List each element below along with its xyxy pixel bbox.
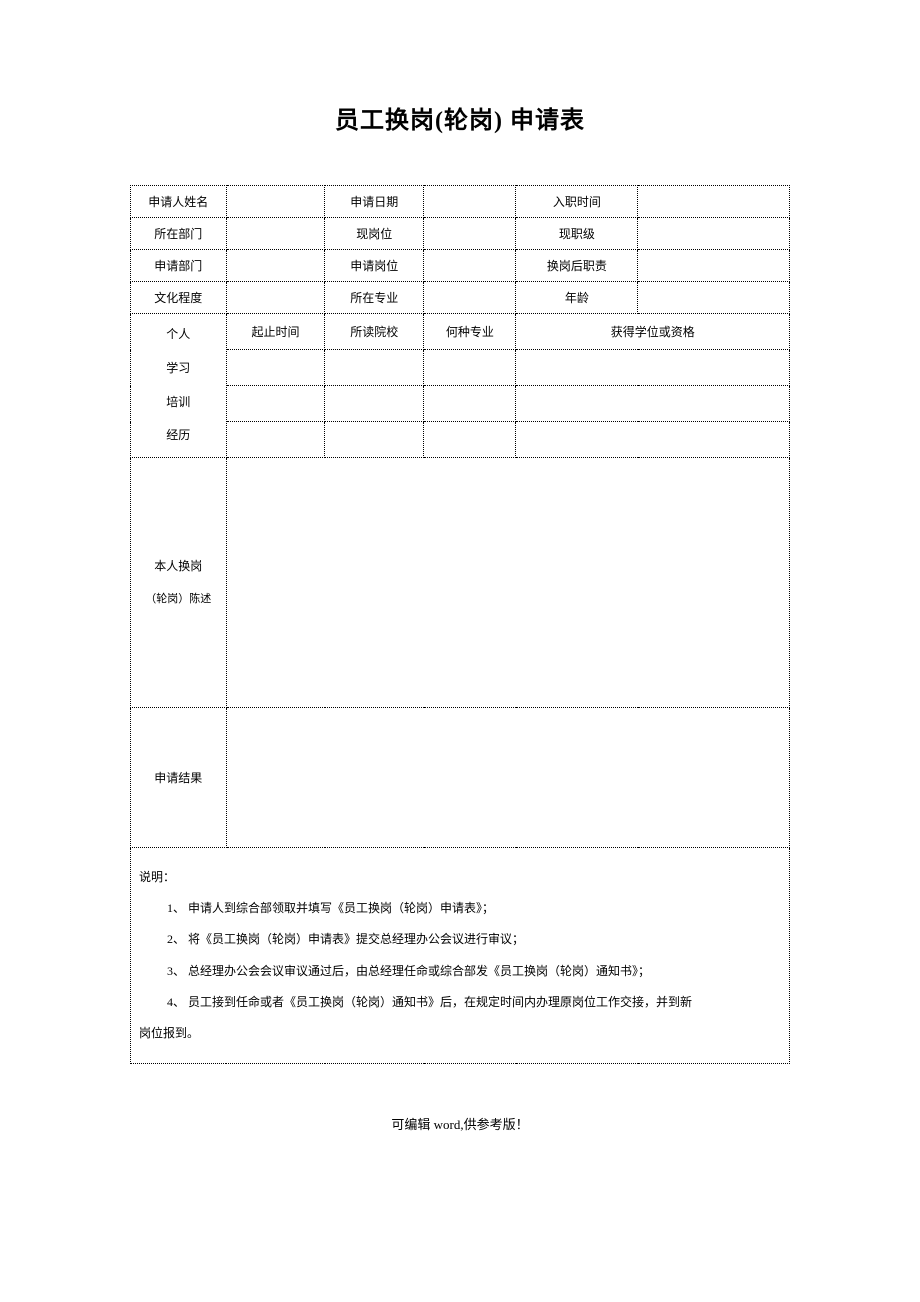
edu-label-1: 个人 (133, 318, 224, 352)
col-period: 起止时间 (226, 314, 325, 350)
label-department: 所在部门 (131, 218, 227, 250)
label-apply-position: 申请岗位 (325, 250, 424, 282)
notes-item-4-cont: 岗位报到。 (135, 1018, 779, 1049)
col-major: 何种专业 (424, 314, 516, 350)
notes-heading: 说明： (135, 862, 779, 893)
col-degree: 获得学位或资格 (516, 314, 790, 350)
notes-item-1: 1、 申请人到综合部领取并填写《员工换岗（轮岗）申请表》； (135, 893, 779, 924)
label-age: 年龄 (516, 282, 638, 314)
edu-cell (325, 422, 424, 458)
edu-cell (226, 350, 325, 386)
value-apply-position (424, 250, 516, 282)
value-education-level (226, 282, 325, 314)
application-form-table: 申请人姓名 申请日期 入职时间 所在部门 现岗位 现职级 申请部门 申请岗位 换… (130, 185, 790, 1064)
label-current-level: 现职级 (516, 218, 638, 250)
label-major: 所在专业 (325, 282, 424, 314)
label-apply-date: 申请日期 (325, 186, 424, 218)
value-department (226, 218, 325, 250)
value-current-level (638, 218, 790, 250)
edu-label-3: 培训 (133, 386, 224, 420)
label-entry-date: 入职时间 (516, 186, 638, 218)
table-row (131, 422, 790, 458)
label-education-level: 文化程度 (131, 282, 227, 314)
table-row: 申请结果 (131, 708, 790, 848)
value-statement (226, 458, 789, 708)
edu-cell (226, 422, 325, 458)
edu-cell (516, 422, 790, 458)
edu-cell (516, 350, 790, 386)
table-row: 本人换岗 （轮岗）陈述 (131, 458, 790, 708)
label-statement: 本人换岗 （轮岗）陈述 (131, 458, 227, 708)
table-row: 文化程度 所在专业 年龄 (131, 282, 790, 314)
label-result: 申请结果 (131, 708, 227, 848)
notes-item-2: 2、 将《员工换岗（轮岗）申请表》提交总经理办公会议进行审议； (135, 924, 779, 955)
value-apply-department (226, 250, 325, 282)
edu-label-4: 经历 (133, 419, 224, 453)
table-row: 所在部门 现岗位 现职级 (131, 218, 790, 250)
footer-text: 可编辑 word,供参考版！ (130, 1114, 790, 1133)
table-row: 申请人姓名 申请日期 入职时间 (131, 186, 790, 218)
edu-cell (516, 386, 790, 422)
notes-item-4: 4、 员工接到任命或者《员工换岗（轮岗）通知书》后，在规定时间内办理原岗位工作交… (135, 987, 779, 1018)
value-result (226, 708, 789, 848)
label-education-history: 个人 学习 培训 经历 (131, 314, 227, 458)
statement-label-1: 本人换岗 (133, 550, 224, 584)
table-row: 说明： 1、 申请人到综合部领取并填写《员工换岗（轮岗）申请表》； 2、 将《员… (131, 848, 790, 1064)
value-entry-date (638, 186, 790, 218)
col-school: 所读院校 (325, 314, 424, 350)
edu-cell (325, 350, 424, 386)
table-row (131, 386, 790, 422)
value-post-change-duty (638, 250, 790, 282)
value-current-position (424, 218, 516, 250)
edu-cell (325, 386, 424, 422)
table-row (131, 350, 790, 386)
document-title: 员工换岗(轮岗) 申请表 (130, 100, 790, 135)
label-current-position: 现岗位 (325, 218, 424, 250)
value-age (638, 282, 790, 314)
table-row: 个人 学习 培训 经历 起止时间 所读院校 何种专业 获得学位或资格 (131, 314, 790, 350)
value-applicant-name (226, 186, 325, 218)
label-applicant-name: 申请人姓名 (131, 186, 227, 218)
notes-section: 说明： 1、 申请人到综合部领取并填写《员工换岗（轮岗）申请表》； 2、 将《员… (131, 848, 790, 1064)
edu-cell (424, 422, 516, 458)
label-post-change-duty: 换岗后职责 (516, 250, 638, 282)
value-major (424, 282, 516, 314)
notes-item-3: 3、 总经理办公会会议审议通过后，由总经理任命或综合部发《员工换岗（轮岗）通知书… (135, 956, 779, 987)
edu-cell (424, 350, 516, 386)
statement-label-2: （轮岗）陈述 (133, 584, 224, 615)
table-row: 申请部门 申请岗位 换岗后职责 (131, 250, 790, 282)
label-apply-department: 申请部门 (131, 250, 227, 282)
edu-cell (226, 386, 325, 422)
edu-label-2: 学习 (133, 352, 224, 386)
value-apply-date (424, 186, 516, 218)
edu-cell (424, 386, 516, 422)
